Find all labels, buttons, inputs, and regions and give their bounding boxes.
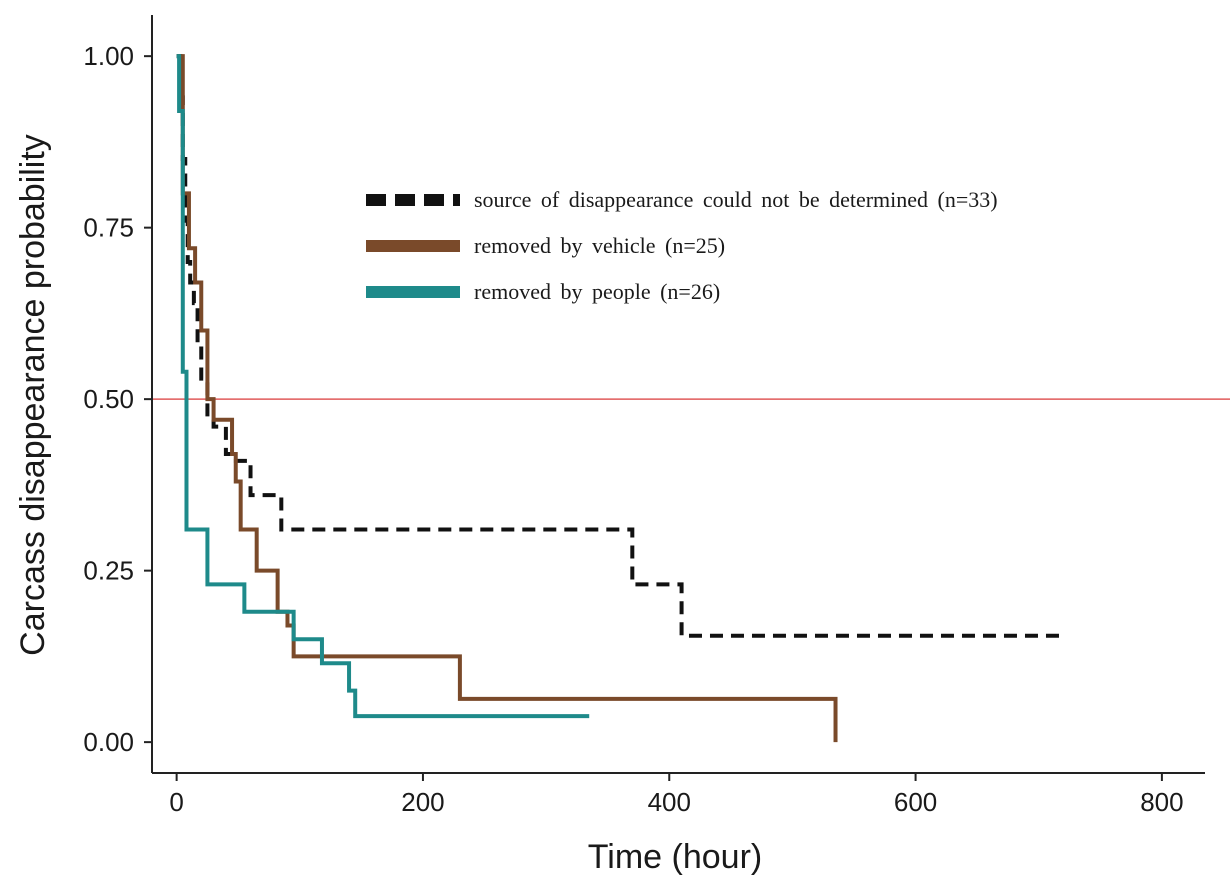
series-line-2 [176, 54, 590, 719]
legend: source of disappearance could not be det… [366, 187, 998, 304]
y-tick-label: 0.50 [83, 384, 134, 414]
y-tick-label: 0.25 [83, 556, 134, 586]
series-line-0 [176, 54, 1064, 638]
plot-area [152, 54, 1230, 743]
legend-label-2: removed by people (n=26) [474, 279, 720, 304]
axes: 0 200 400 600 800 0.00 0.25 0.50 0.75 1.00 [83, 15, 1205, 817]
y-tick-label: 1.00 [83, 41, 134, 71]
x-axis-title: Time (hour) [588, 838, 762, 876]
y-tick-label: 0.00 [83, 727, 134, 757]
legend-label-0: source of disappearance could not be det… [474, 187, 998, 212]
x-tick-label: 200 [401, 787, 444, 817]
y-axis-title: Carcass disappearance probability [14, 134, 52, 656]
x-tick-label: 800 [1140, 787, 1183, 817]
legend-label-1: removed by vehicle (n=25) [474, 233, 725, 258]
x-tick-label: 600 [894, 787, 937, 817]
x-tick-label: 400 [648, 787, 691, 817]
y-tick-label: 0.75 [83, 213, 134, 243]
x-tick-label: 0 [169, 787, 183, 817]
